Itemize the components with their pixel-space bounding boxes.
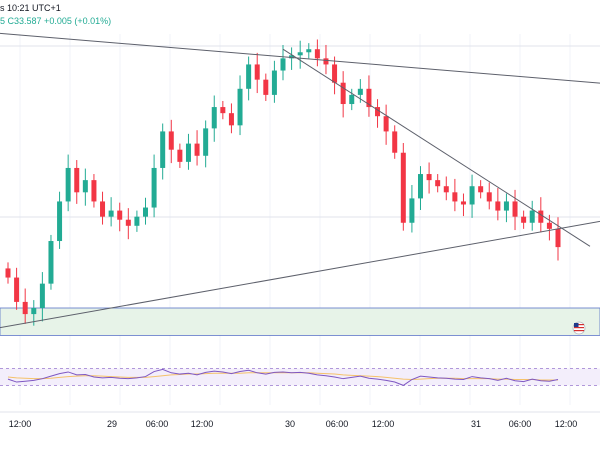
candle (529, 200, 535, 231)
x-tick-label: 12:00 (9, 419, 32, 429)
candle (392, 125, 398, 159)
candle (426, 162, 432, 194)
candle (177, 143, 183, 168)
candle (400, 142, 406, 231)
us-flag-icon[interactable] (572, 321, 586, 335)
candle (14, 267, 20, 310)
candle (443, 176, 449, 201)
support-zone (0, 307, 600, 336)
trendline[interactable] (0, 220, 600, 329)
candle (160, 123, 166, 180)
price-change: C33.587 +0.005 (+0.01%) (7, 16, 112, 26)
candle (289, 47, 295, 70)
candle (314, 39, 320, 67)
x-tick-label: 30 (285, 419, 295, 429)
candle (108, 197, 114, 227)
candle (220, 100, 226, 120)
x-tick-label: 12:00 (555, 419, 578, 429)
candle (521, 210, 527, 229)
candle (409, 185, 415, 233)
candle (452, 178, 458, 212)
candle (495, 188, 501, 221)
x-tick-label: 06:00 (326, 419, 349, 429)
rsi-panel (0, 368, 600, 386)
candle (486, 182, 492, 210)
candle (340, 71, 346, 118)
candle (125, 208, 131, 240)
candle (134, 210, 140, 232)
candle (22, 288, 28, 324)
candle (555, 217, 561, 261)
candle (48, 234, 54, 290)
candle (65, 154, 71, 212)
x-tick-label: 06:00 (509, 419, 532, 429)
candle (375, 99, 381, 128)
rsi-line (7, 368, 559, 386)
candle (246, 56, 252, 101)
candle (91, 174, 97, 208)
trendline[interactable] (0, 32, 600, 84)
candle (82, 168, 88, 206)
candle (57, 191, 63, 249)
candle (39, 272, 45, 322)
candle (168, 119, 174, 164)
candle (297, 40, 303, 69)
candle (280, 44, 286, 81)
x-axis: 12:00 29 06:00 12:00 30 06:00 12:00 31 06:00 12:0… (9, 419, 578, 429)
candle (271, 60, 277, 103)
trendlines (0, 32, 600, 329)
candle (185, 133, 191, 170)
candle (203, 120, 209, 168)
candle (143, 197, 148, 225)
candle (254, 52, 260, 94)
x-tick-label: 12:00 (372, 419, 395, 429)
candle (383, 104, 389, 145)
candle (237, 75, 243, 136)
x-tick-label: 12:00 (191, 419, 214, 429)
candle (503, 193, 509, 223)
candle (332, 56, 338, 95)
candle (74, 160, 80, 204)
candle (263, 73, 269, 101)
candle (546, 214, 552, 241)
candle (5, 262, 11, 284)
x-tick-label: 31 (471, 419, 481, 429)
candle (460, 193, 466, 217)
chart-grid (0, 34, 600, 413)
x-tick-label: 29 (107, 419, 117, 429)
candle (323, 44, 329, 75)
candle (117, 202, 123, 232)
candle (366, 75, 372, 117)
candle (151, 154, 157, 218)
candle (469, 174, 475, 218)
candle (228, 103, 234, 134)
candle (512, 189, 518, 231)
candle (349, 88, 355, 111)
trendline[interactable] (282, 48, 591, 247)
chart-header-values: 5 C33.587 +0.005 (+0.01%) (0, 16, 111, 26)
chart-header-time: s 10:21 UTC+1 (0, 3, 61, 13)
candle (435, 174, 441, 193)
candlestick-series (5, 39, 561, 326)
candle (478, 180, 484, 199)
series-letter: 5 (0, 16, 6, 26)
candle (211, 95, 217, 142)
rsi-band (0, 368, 600, 386)
candle (100, 191, 106, 225)
candle (418, 166, 423, 210)
x-tick-label: 06:00 (146, 419, 169, 429)
candle (306, 43, 312, 59)
candle (194, 130, 200, 166)
